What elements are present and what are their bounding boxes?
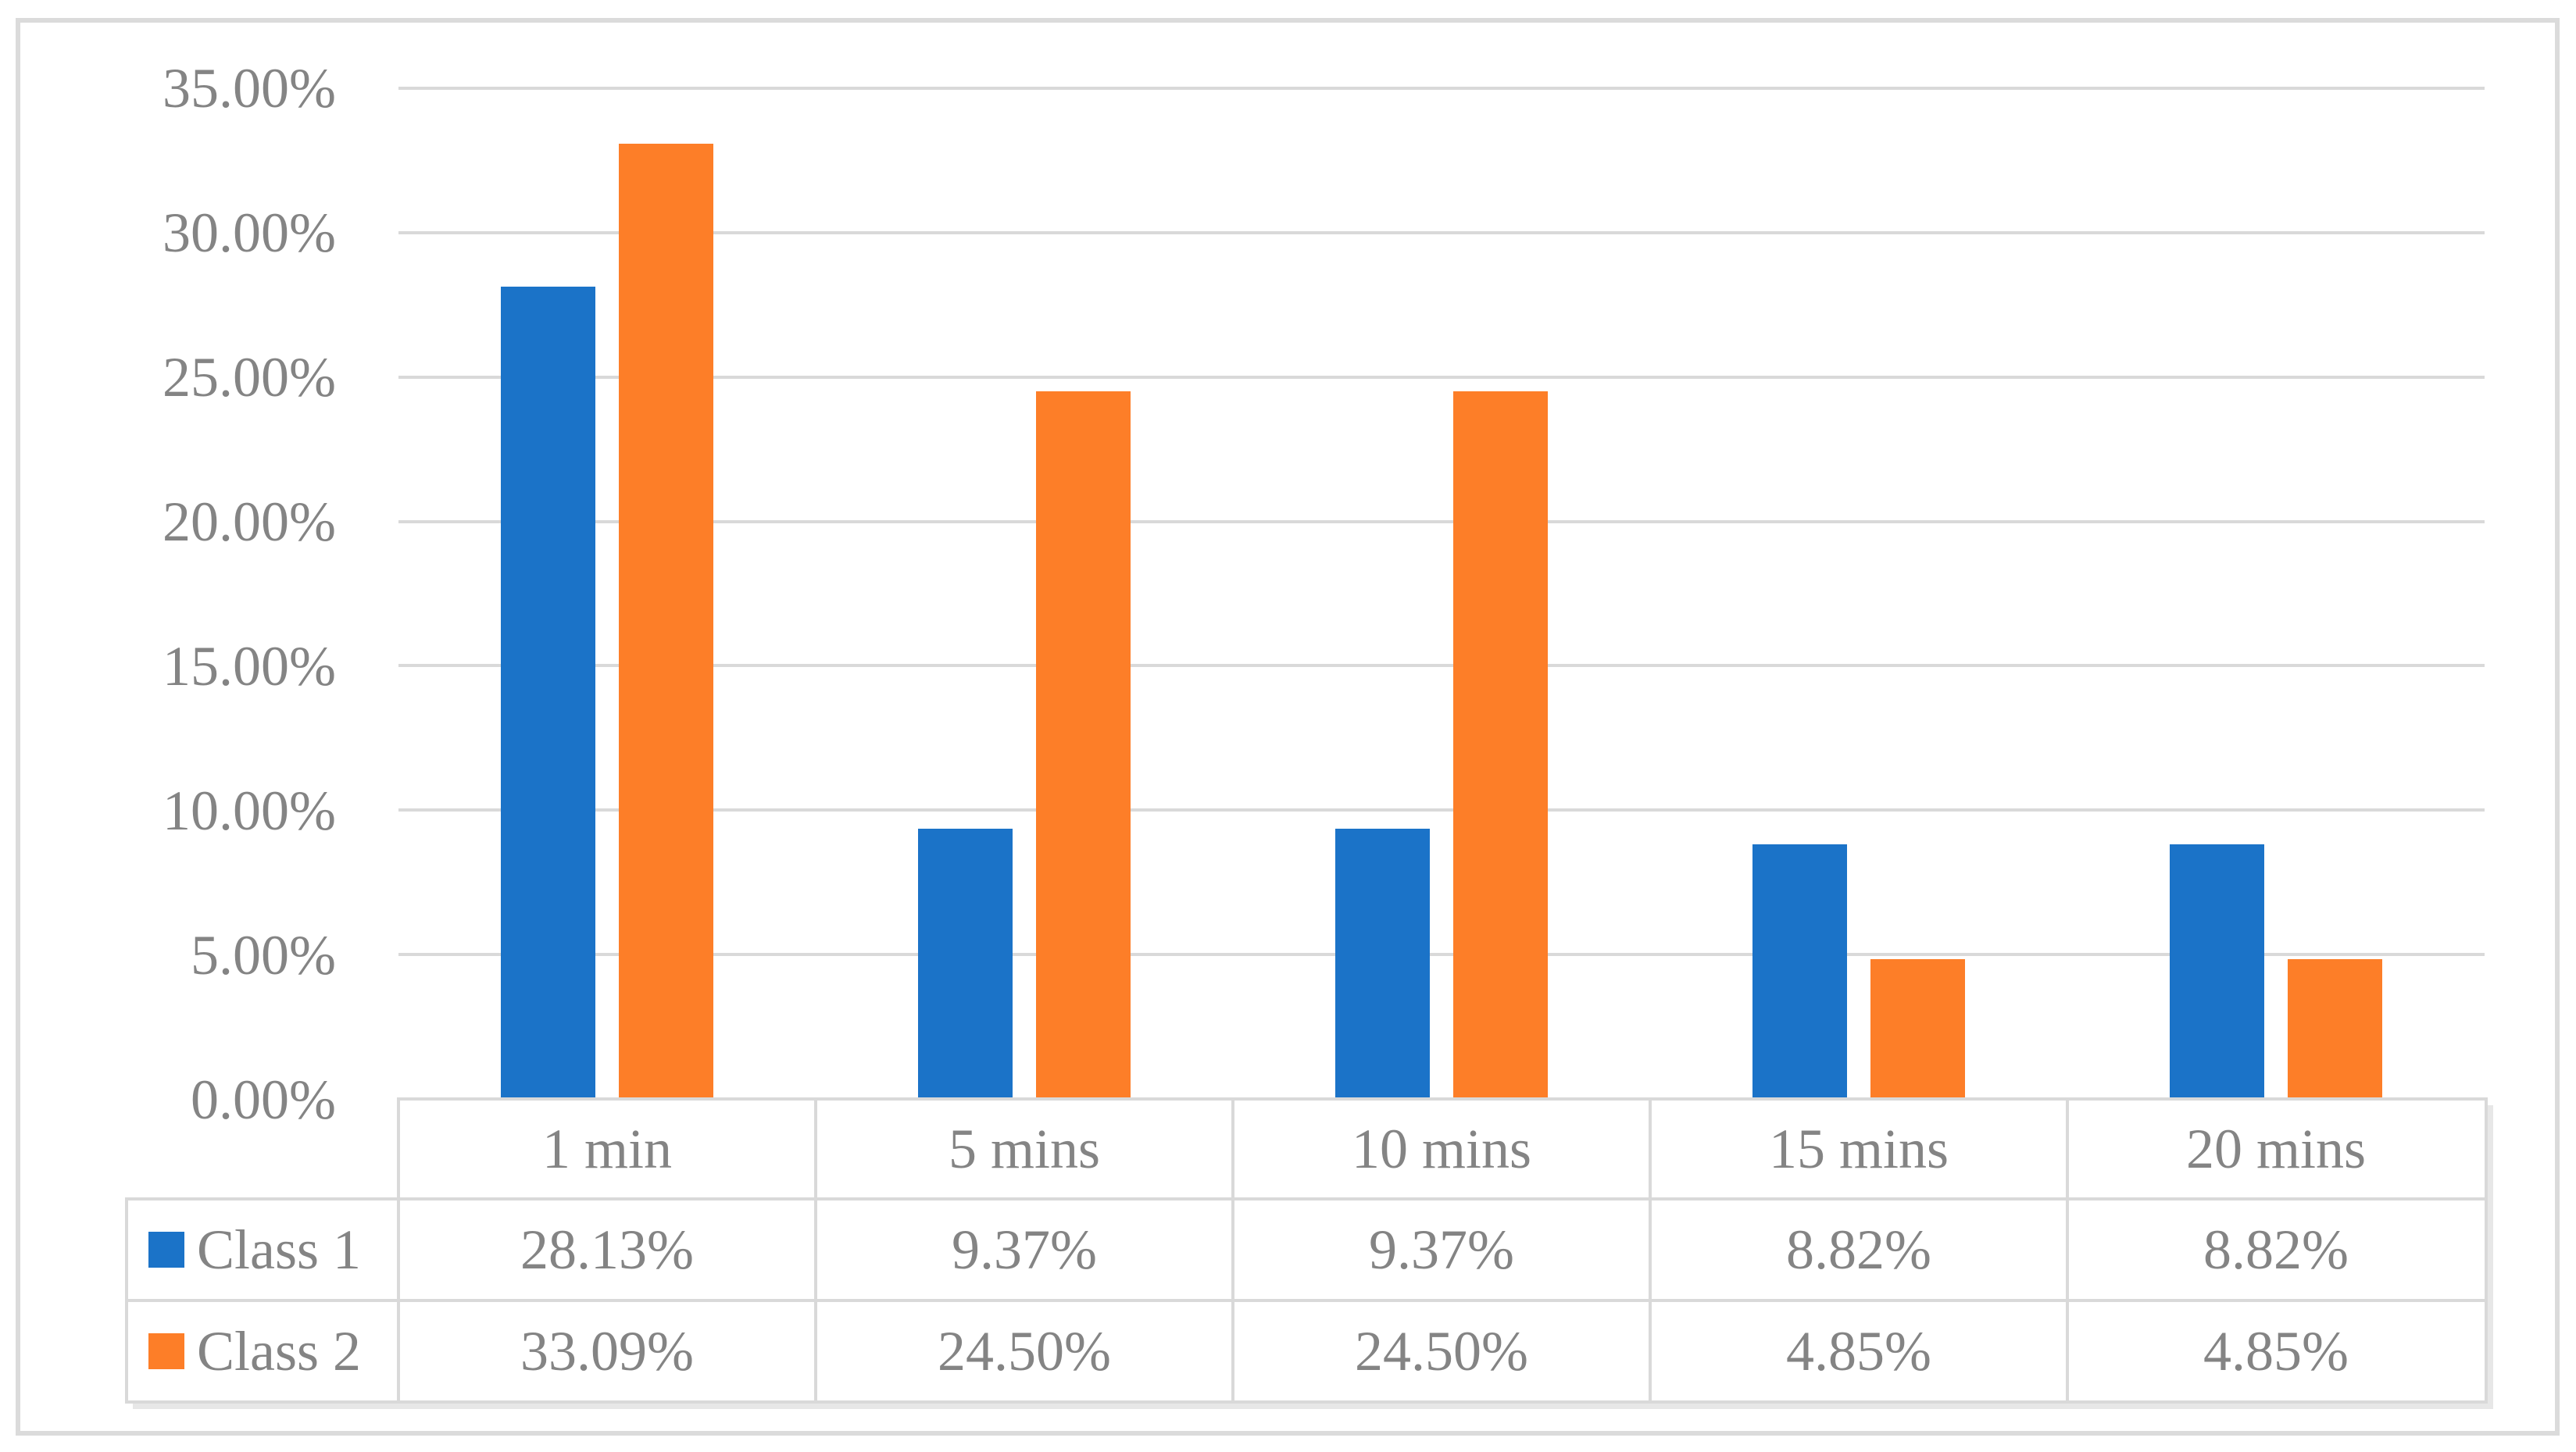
table-grid-line — [125, 1299, 2488, 1302]
table-value-cell-class2: 24.50% — [1355, 1319, 1528, 1382]
table-value-cell-class2: 24.50% — [938, 1319, 1111, 1382]
table-value-cell-class2: 4.85% — [2203, 1319, 2349, 1382]
y-axis-tick-label: 0.00% — [191, 1068, 336, 1131]
gridline — [398, 519, 2485, 523]
y-axis-tick-label: 30.00% — [163, 202, 336, 264]
bar-class2 — [619, 143, 713, 1099]
table-grid-line — [125, 1400, 2488, 1404]
table-shadow — [133, 1404, 2493, 1409]
y-axis-tick-label: 5.00% — [191, 924, 336, 986]
table-grid-line — [397, 1097, 2488, 1101]
table-header-cell: 5 mins — [948, 1117, 1101, 1180]
table-value-cell-class1: 8.82% — [1786, 1218, 1931, 1281]
gridline — [398, 664, 2485, 668]
gridline — [398, 375, 2485, 379]
table-value-cell-class1: 9.37% — [952, 1218, 1097, 1281]
y-axis-tick-label: 25.00% — [163, 346, 336, 408]
bar-class1 — [1752, 844, 1847, 1099]
gridline — [398, 808, 2485, 812]
table-grid-line — [1649, 1097, 1652, 1404]
category-bar-group-20mins — [2067, 88, 2485, 1099]
table-grid-line — [125, 1197, 2488, 1200]
category-bar-group-10mins — [1233, 88, 1650, 1099]
gridline — [398, 87, 2485, 90]
table-grid-line — [814, 1097, 817, 1404]
gridline — [398, 953, 2485, 957]
table-grid-line — [2485, 1097, 2488, 1404]
category-bar-group-1min — [398, 88, 816, 1099]
bar-class2 — [1036, 391, 1131, 1099]
y-axis-tick-label: 35.00% — [163, 57, 336, 120]
bar-class1 — [2170, 844, 2264, 1099]
legend-item-class1: Class 1 — [127, 1200, 398, 1299]
bar-class1 — [501, 287, 595, 1099]
table-header-row: 1 min 5 mins 10 mins 15 mins 20 mins — [398, 1101, 2485, 1197]
table-header-cell: 20 mins — [2185, 1117, 2367, 1180]
table-value-cell-class1: 8.82% — [2203, 1218, 2349, 1281]
legend-swatch-class2 — [148, 1333, 184, 1369]
table-header-cell: 15 mins — [1768, 1117, 1949, 1180]
category-bar-group-5mins — [816, 88, 1233, 1099]
legend-label-class1: Class 1 — [197, 1218, 362, 1281]
chart-outer-border — [16, 18, 2560, 1436]
legend-item-class2: Class 2 — [127, 1302, 398, 1400]
category-bar-group-15mins — [1650, 88, 2067, 1099]
table-shadow — [2488, 1105, 2493, 1409]
table-header-cell: 1 min — [541, 1117, 672, 1180]
bar-class1 — [918, 828, 1013, 1099]
table-grid-line — [1231, 1097, 1234, 1404]
gridline — [398, 230, 2485, 234]
table-row-class1: Class 1 28.13% 9.37% 9.37% 8.82% 8.82% — [127, 1200, 2485, 1299]
y-axis-tick-label: 20.00% — [163, 491, 336, 553]
bar-class2 — [1453, 391, 1548, 1099]
bar-class2 — [1870, 958, 1965, 1099]
table-value-cell-class2: 4.85% — [1786, 1319, 1931, 1382]
table-value-cell-class2: 33.09% — [520, 1319, 694, 1382]
table-value-cell-class1: 28.13% — [520, 1218, 694, 1281]
bar-class1 — [1335, 828, 1430, 1099]
table-grid-line — [397, 1097, 400, 1404]
table-value-cell-class1: 9.37% — [1369, 1218, 1514, 1281]
plot-area — [398, 87, 2485, 1099]
table-grid-line — [2066, 1097, 2069, 1404]
legend-swatch-class1 — [148, 1232, 184, 1268]
y-axis-tick-label: 15.00% — [163, 635, 336, 697]
table-row-class2: Class 2 33.09% 24.50% 24.50% 4.85% 4.85% — [127, 1302, 2485, 1400]
y-axis-tick-label: 10.00% — [163, 780, 336, 842]
table-header-cell: 10 mins — [1351, 1117, 1532, 1180]
bar-class2 — [2288, 958, 2382, 1099]
legend-label-class2: Class 2 — [197, 1319, 362, 1382]
table-grid-line — [125, 1197, 128, 1404]
